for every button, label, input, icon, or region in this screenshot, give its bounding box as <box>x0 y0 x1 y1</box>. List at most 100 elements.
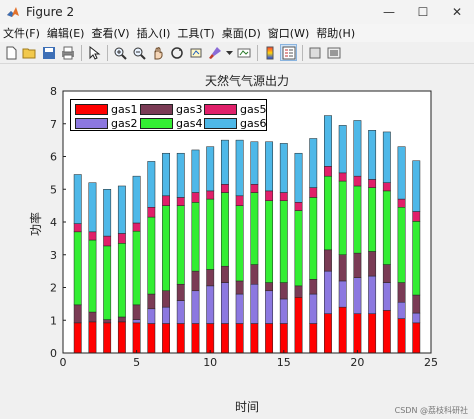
bar-segment-gas3 <box>368 251 377 277</box>
bar-segment-gas2 <box>147 308 156 324</box>
bar-segment-gas2 <box>191 290 200 324</box>
bar-segment-gas5 <box>368 179 377 188</box>
bar-segment-gas6 <box>220 139 229 185</box>
show-plot-tools-icon[interactable] <box>325 44 342 61</box>
bar-segment-gas4 <box>132 230 141 306</box>
new-figure-icon[interactable] <box>2 44 19 61</box>
bar-segment-gas1 <box>279 323 288 354</box>
bar-segment-gas2 <box>235 293 244 324</box>
y-tick-label: 4 <box>50 216 57 229</box>
window-title: Figure 2 <box>26 5 75 19</box>
bar-segment-gas5 <box>324 166 332 177</box>
bar-segment-gas1 <box>220 323 229 354</box>
legend-swatch <box>75 117 108 129</box>
x-tick-label: 25 <box>424 356 438 369</box>
menu-edit[interactable]: 编辑(E) <box>46 27 85 40</box>
bar-segment-gas5 <box>412 211 421 222</box>
bar-segment-gas3 <box>88 311 97 323</box>
bar-segment-gas5 <box>206 190 215 200</box>
bar-segment-gas4 <box>103 245 112 320</box>
bar-segment-gas6 <box>88 182 97 233</box>
minimize-button[interactable]: — <box>383 5 395 19</box>
zoom-out-icon[interactable] <box>130 44 147 61</box>
pan-icon[interactable] <box>149 44 166 61</box>
bar-segment-gas2 <box>397 301 406 319</box>
menu-insert[interactable]: 插入(I) <box>136 27 171 40</box>
bar-segment-gas2 <box>309 293 318 324</box>
bar-segment-gas1 <box>294 297 303 354</box>
legend-item-gas4: gas4 <box>140 116 202 130</box>
open-file-icon[interactable] <box>21 44 38 61</box>
y-tick-label: 7 <box>50 118 57 131</box>
bar-segment-gas1 <box>412 322 421 354</box>
bar-segment-gas2 <box>324 270 332 314</box>
bar-segment-gas6 <box>73 174 82 224</box>
bar-segment-gas1 <box>117 321 126 354</box>
print-icon[interactable] <box>59 44 76 61</box>
matlab-icon <box>7 7 19 17</box>
y-tick-label: 1 <box>50 314 57 327</box>
hide-plot-tools-icon[interactable] <box>306 44 323 61</box>
save-icon[interactable] <box>40 44 57 61</box>
close-button[interactable]: ✕ <box>451 5 463 19</box>
bar-segment-gas6 <box>382 131 391 183</box>
bar-segment-gas2 <box>382 282 391 311</box>
bar-segment-gas1 <box>368 313 377 354</box>
bar-segment-gas3 <box>338 254 347 282</box>
bar-segment-gas5 <box>103 235 112 247</box>
legend-item-gas5: gas5 <box>204 102 266 116</box>
bar-segment-gas4 <box>309 197 318 280</box>
x-tick-label: 0 <box>60 356 67 369</box>
link-plot-icon[interactable] <box>235 44 252 61</box>
menu-file[interactable]: 文件(F) <box>3 27 40 40</box>
legend-icon[interactable] <box>280 44 297 61</box>
bar-segment-gas1 <box>265 323 274 354</box>
bar-segment-gas3 <box>191 270 200 292</box>
bar-segment-gas6 <box>250 141 259 185</box>
bar-segment-gas6 <box>235 139 244 197</box>
bar-segment-gas1 <box>206 323 215 354</box>
bar-segment-gas1 <box>132 322 141 354</box>
colorbar-icon[interactable] <box>261 44 278 61</box>
y-tick-label: 2 <box>50 282 57 295</box>
bar-segment-gas6 <box>265 141 274 192</box>
bar-segment-gas5 <box>294 202 303 211</box>
bar-segment-gas3 <box>265 282 274 292</box>
maximize-button[interactable]: ☐ <box>417 5 429 19</box>
bar-segment-gas4 <box>117 243 126 318</box>
bar-segment-gas3 <box>73 304 82 324</box>
bar-segment-gas5 <box>338 172 347 182</box>
bar-segment-gas3 <box>382 264 391 283</box>
legend-swatch <box>140 103 173 115</box>
brush-icon[interactable] <box>206 44 223 61</box>
menu-window[interactable]: 窗口(W) <box>267 27 310 40</box>
menu-bar: 文件(F) 编辑(E) 查看(V) 插入(I) 工具(T) 桌面(D) 窗口(W… <box>0 24 474 42</box>
legend-swatch <box>204 103 237 115</box>
zoom-in-icon[interactable] <box>111 44 128 61</box>
bar-segment-gas6 <box>294 152 303 203</box>
bar-segment-gas4 <box>162 205 170 292</box>
bar-segment-gas6 <box>309 138 318 188</box>
pointer-icon[interactable] <box>85 44 102 61</box>
bar-segment-gas5 <box>176 197 185 206</box>
bar-segment-gas3 <box>309 279 318 295</box>
menu-view[interactable]: 查看(V) <box>91 27 130 40</box>
bar-segment-gas6 <box>397 146 406 200</box>
bar-segment-gas3 <box>220 265 229 283</box>
x-axis-label: 时间 <box>235 400 259 414</box>
legend-label: gas6 <box>240 116 267 130</box>
bar-segment-gas3 <box>353 252 362 278</box>
data-cursor-icon[interactable] <box>187 44 204 61</box>
menu-desktop[interactable]: 桌面(D) <box>221 27 261 40</box>
bar-segment-gas2 <box>338 280 347 308</box>
menu-tools[interactable]: 工具(T) <box>177 27 215 40</box>
chevron-down-icon[interactable] <box>225 44 233 61</box>
rotate-3d-icon[interactable] <box>168 44 185 61</box>
x-tick-label: 10 <box>203 356 217 369</box>
legend[interactable]: gas1 gas2 gas3 gas4 gas5 gas6 <box>70 99 267 131</box>
bar-segment-gas4 <box>88 239 97 313</box>
bar-segment-gas1 <box>73 322 82 354</box>
bar-segment-gas1 <box>88 321 97 354</box>
bar-segment-gas3 <box>147 293 156 310</box>
menu-help[interactable]: 帮助(H) <box>316 27 356 40</box>
